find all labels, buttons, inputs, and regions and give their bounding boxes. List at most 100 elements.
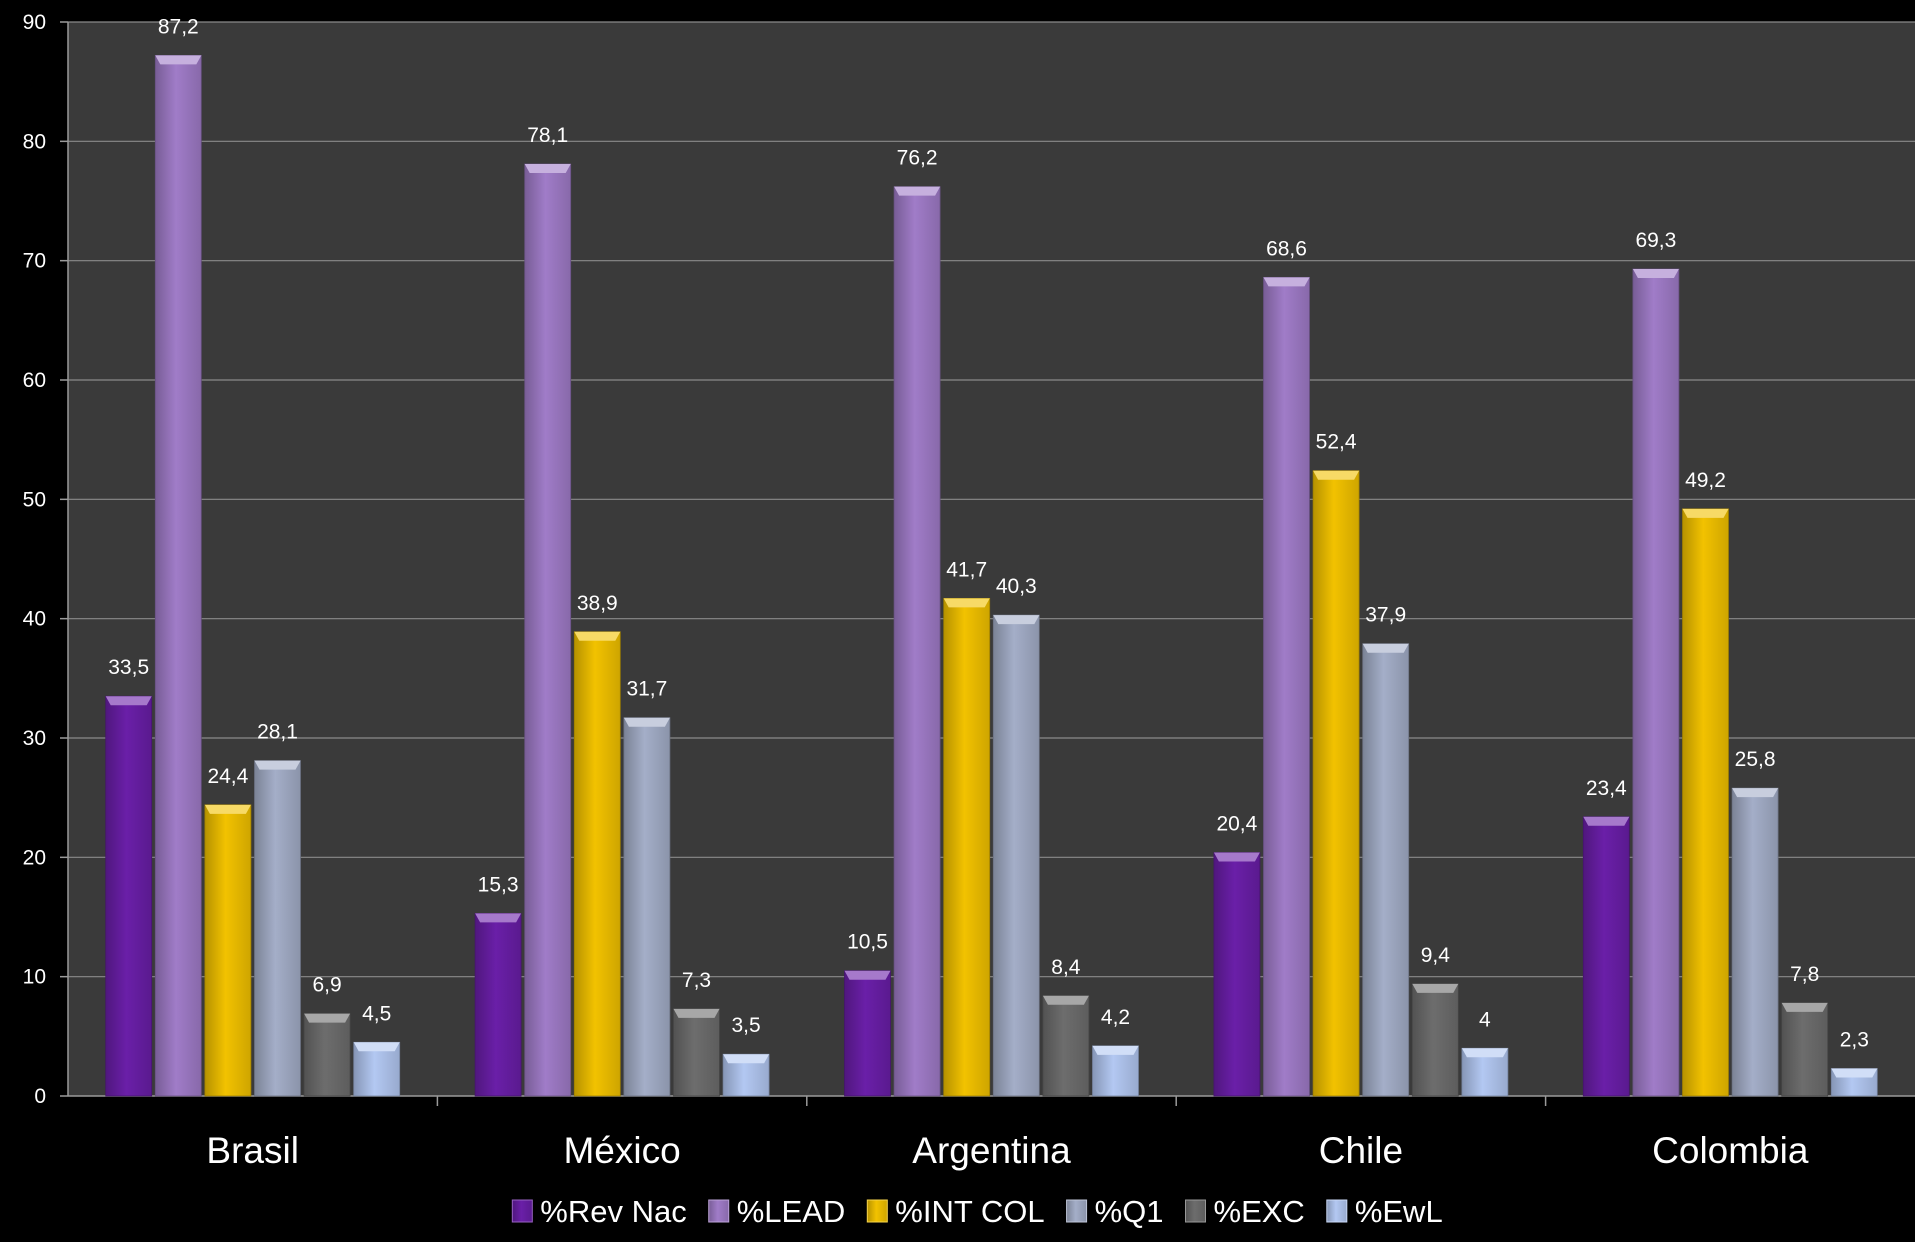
data-label: 87,2 [158,15,199,38]
bar-top-cap [1781,1002,1828,1012]
bar-top-cap [943,598,990,608]
bar-top-cap [254,760,301,770]
bar-top-cap [204,804,251,814]
data-label: 10,5 [847,931,888,954]
gridlines [68,21,1915,978]
legend-swatch [1326,1199,1348,1223]
legend-label: %EwL [1355,1194,1443,1229]
y-tick-label: 70 [23,250,46,273]
y-tick-label: 30 [23,727,46,750]
legend-label: %LEAD [737,1194,846,1229]
bar [303,1013,351,1097]
data-label: 25,8 [1735,748,1776,771]
data-label: 33,5 [108,656,149,679]
bar [1042,995,1090,1097]
bar-top-cap [894,186,941,196]
data-label: 52,4 [1316,431,1357,454]
bar-top-cap [1461,1048,1508,1058]
data-label: 6,9 [312,974,341,997]
bar [474,913,522,1097]
bar-top-cap [723,1054,770,1064]
data-labels: 33,5 87,2 24,4 28,1 6,9 4,5 15,3 78,1 38,9 31,7 7,… [108,15,1869,1051]
data-label: 4,5 [362,1002,391,1025]
bar [573,631,621,1097]
x-category-label: Chile [1319,1130,1403,1171]
data-label: 4 [1479,1008,1491,1031]
y-tick-label: 80 [23,130,46,153]
data-label: 41,7 [946,558,987,581]
bar-top-cap [673,1008,720,1018]
data-label: 15,3 [478,873,519,896]
legend: %Rev Nac %LEAD %INT COL %Q1 %EXC %EwL [511,1194,1443,1229]
data-label: 38,9 [577,592,618,615]
legend-label: %EXC [1214,1194,1305,1229]
bar-top-cap [1313,470,1360,480]
bar-top-cap [105,696,152,706]
data-label: 49,2 [1685,469,1726,492]
bar [844,970,891,1097]
data-label: 68,6 [1266,237,1307,260]
bar-top-cap [1092,1045,1139,1055]
x-category-label: Argentina [912,1130,1071,1171]
bar-top-cap [155,55,202,65]
legend-swatch [866,1199,888,1223]
legend-label: %Q1 [1095,1194,1164,1229]
bar-top-cap [1362,643,1409,653]
bar-top-cap [844,970,891,980]
data-label: 69,3 [1635,229,1676,252]
bar [1582,816,1630,1097]
data-label: 23,4 [1586,777,1627,800]
bar [1312,470,1360,1097]
data-label: 28,1 [257,721,298,744]
bar [1731,787,1779,1097]
bar [943,597,991,1097]
bar [1632,268,1680,1097]
data-label: 78,1 [527,124,568,147]
data-label: 3,5 [731,1014,760,1037]
bar-top-cap [1583,816,1630,826]
x-category-label: Colombia [1652,1130,1809,1171]
y-tick-label: 10 [23,966,46,989]
legend-swatch [1066,1199,1088,1223]
data-label: 9,4 [1421,944,1451,967]
bar-top-cap [524,164,571,174]
data-label: 24,4 [207,765,248,788]
bar [1781,1002,1829,1097]
bar-top-cap [1831,1068,1878,1078]
bar-top-cap [1213,852,1260,862]
bar [1682,508,1729,1097]
data-label: 40,3 [996,575,1037,598]
y-tick-label: 50 [23,488,46,511]
legend-swatch [511,1199,533,1223]
bar [254,760,301,1097]
bar-top-cap [1632,269,1679,279]
y-tick-label: 20 [23,846,46,869]
bar [673,1008,720,1097]
data-label: 4,2 [1101,1006,1130,1029]
bar [154,55,202,1097]
bar [1362,643,1410,1097]
y-tick-label: 90 [23,11,46,34]
bar-top-cap [1682,508,1729,518]
legend-label: %Rev Nac [540,1194,686,1229]
bar [524,163,572,1097]
data-label: 7,3 [682,969,711,992]
bar [1213,852,1261,1097]
y-tick-label: 60 [23,369,46,392]
bar [1263,276,1310,1097]
bar [105,695,153,1097]
bar [893,186,941,1097]
data-label: 20,4 [1216,813,1257,836]
bar [204,804,252,1097]
bar-top-cap [475,913,522,923]
legend-label: %INT COL [895,1194,1044,1229]
data-label: 76,2 [897,147,938,170]
data-label: 37,9 [1365,604,1406,627]
bar-top-cap [304,1013,351,1023]
bar-top-cap [1732,788,1779,798]
legend-swatch [1185,1199,1207,1223]
y-tick-label: 40 [23,608,46,631]
x-category-label: México [563,1130,680,1171]
